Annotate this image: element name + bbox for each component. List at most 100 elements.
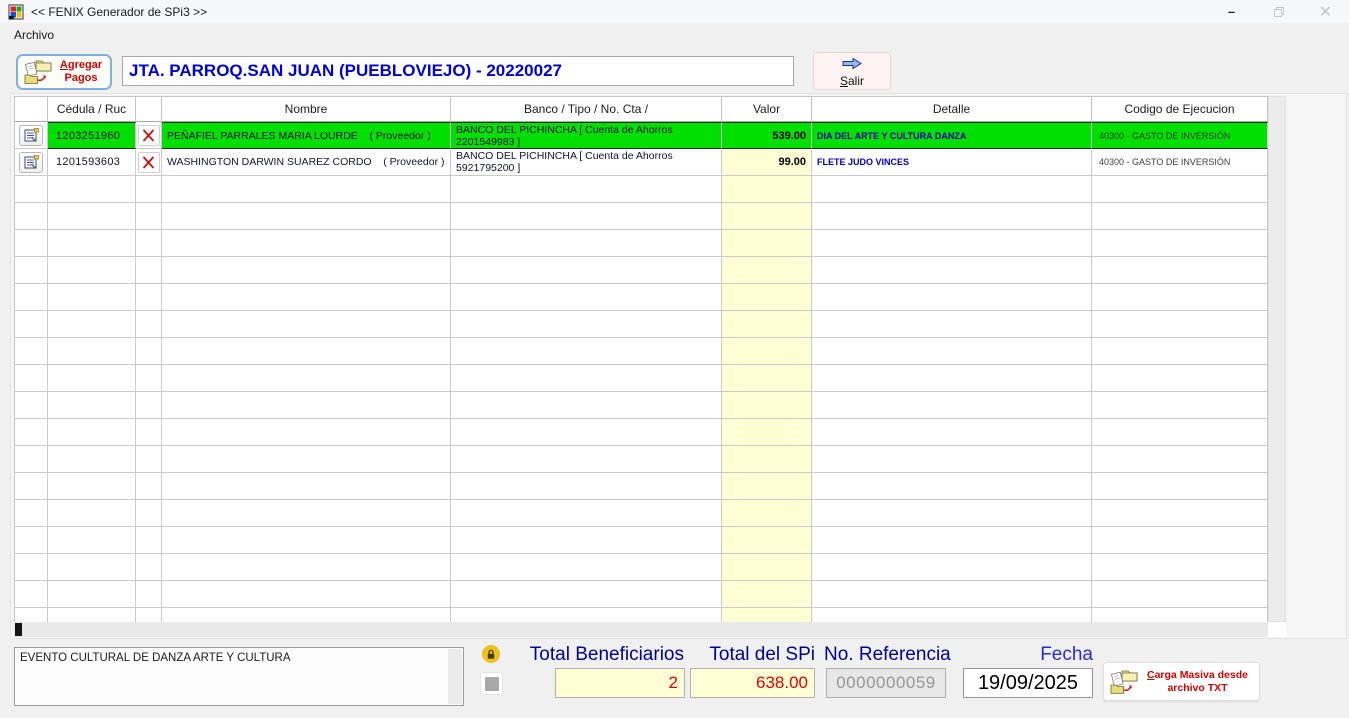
cell-detalle xyxy=(812,284,1092,311)
entity-name-input[interactable] xyxy=(122,56,794,86)
red-x-icon xyxy=(143,156,154,168)
cell-cedula xyxy=(48,284,136,311)
cell-cedula xyxy=(48,446,136,473)
table-row-empty xyxy=(15,284,1268,311)
cell-valor xyxy=(722,500,812,527)
row-edit-button[interactable] xyxy=(19,124,43,146)
row-delete-button[interactable] xyxy=(137,124,160,146)
menu-bar: Archivo xyxy=(0,23,1349,46)
maximize-button[interactable] xyxy=(1255,0,1302,23)
app-icon xyxy=(8,4,24,19)
row-edit-cell xyxy=(15,527,48,554)
cell-codigo xyxy=(1092,392,1268,419)
cell-codigo xyxy=(1092,338,1268,365)
row-delete-cell xyxy=(136,311,162,338)
cell-detalle xyxy=(812,338,1092,365)
cell-detalle xyxy=(812,311,1092,338)
total-beneficiarios-field: 2 xyxy=(555,668,685,698)
cell-cedula xyxy=(48,311,136,338)
table-row-empty xyxy=(15,230,1268,257)
grid-horizontal-scrollbar[interactable] xyxy=(14,622,1268,637)
cell-codigo xyxy=(1092,203,1268,230)
cell-banco xyxy=(451,608,722,623)
cell-nombre xyxy=(162,257,451,284)
cell-banco xyxy=(451,446,722,473)
fecha-label: Fecha xyxy=(1040,644,1093,665)
form-properties-icon xyxy=(24,154,39,168)
cell-detalle xyxy=(812,176,1092,203)
cell-cedula xyxy=(48,257,136,284)
cell-codigo: 40300 - GASTO DE INVERSIÓN xyxy=(1092,149,1268,176)
cell-nombre xyxy=(162,176,451,203)
cell-codigo xyxy=(1092,500,1268,527)
salir-label: Salir xyxy=(839,73,865,88)
cell-detalle xyxy=(812,257,1092,284)
header-delete-col xyxy=(136,97,162,122)
grid-vertical-scrollbar[interactable] xyxy=(1268,96,1286,622)
lock-indicator xyxy=(482,645,500,663)
row-delete-button[interactable] xyxy=(137,151,160,173)
cell-valor xyxy=(722,365,812,392)
row-edit-button[interactable] xyxy=(19,151,43,173)
cell-nombre: PEÑAFIEL PARRALES MARIA LOURDE ( Proveed… xyxy=(162,122,451,149)
cell-codigo xyxy=(1092,365,1268,392)
row-delete-cell xyxy=(136,176,162,203)
row-delete-cell xyxy=(136,608,162,623)
carga-masiva-button[interactable]: Carga Masiva desde archivo TXT xyxy=(1103,662,1260,701)
row-edit-cell xyxy=(15,230,48,257)
cell-detalle xyxy=(812,230,1092,257)
descripcion-textarea[interactable]: EVENTO CULTURAL DE DANZA ARTE Y CULTURA xyxy=(14,647,464,706)
cell-codigo xyxy=(1092,419,1268,446)
row-delete-cell xyxy=(136,392,162,419)
minimize-button[interactable]: – xyxy=(1227,4,1236,19)
cell-nombre: WASHINGTON DARWIN SUAREZ CORDO ( Proveed… xyxy=(162,149,451,176)
row-delete-cell xyxy=(136,581,162,608)
cell-nombre xyxy=(162,338,451,365)
row-delete-cell xyxy=(136,203,162,230)
cell-nombre xyxy=(162,446,451,473)
row-edit-cell xyxy=(15,554,48,581)
total-beneficiarios-label: Total Beneficiarios xyxy=(529,644,684,665)
table-row[interactable]: 1201593603 WASHINGTON DARWIN SUAREZ CORD… xyxy=(15,149,1268,176)
cell-banco xyxy=(451,284,722,311)
cell-banco xyxy=(451,473,722,500)
cell-valor xyxy=(722,311,812,338)
color-swatch-button[interactable] xyxy=(480,672,503,695)
table-row[interactable]: 1203251960 PEÑAFIEL PARRALES MARIA LOURD… xyxy=(15,122,1268,149)
agregar-pagos-label: Agregar Pagos xyxy=(59,59,103,84)
cell-valor xyxy=(722,473,812,500)
cell-codigo xyxy=(1092,581,1268,608)
close-button[interactable]: ✕ xyxy=(1318,3,1333,21)
agregar-pagos-button[interactable]: Agregar Pagos xyxy=(16,54,112,90)
row-edit-cell xyxy=(15,311,48,338)
no-referencia-label: No. Referencia xyxy=(824,644,951,665)
cell-cedula xyxy=(48,608,136,623)
cell-nombre xyxy=(162,581,451,608)
row-edit-cell xyxy=(15,608,48,623)
fecha-field[interactable]: 19/09/2025 xyxy=(963,668,1093,698)
cell-valor xyxy=(722,284,812,311)
menu-archivo[interactable]: Archivo xyxy=(14,28,55,42)
cell-codigo xyxy=(1092,473,1268,500)
cell-nombre xyxy=(162,284,451,311)
cell-nombre xyxy=(162,608,451,623)
row-edit-cell xyxy=(15,122,48,149)
cell-banco xyxy=(451,203,722,230)
table-row-empty xyxy=(15,500,1268,527)
header-valor: Valor xyxy=(722,97,812,122)
descripcion-scrollbar[interactable] xyxy=(448,649,462,704)
row-edit-cell xyxy=(15,500,48,527)
cell-banco xyxy=(451,527,722,554)
cell-cedula: 1201593603 xyxy=(48,149,136,176)
cell-nombre xyxy=(162,500,451,527)
cell-cedula xyxy=(48,419,136,446)
row-edit-cell xyxy=(15,581,48,608)
hscroll-thumb[interactable] xyxy=(15,623,22,636)
salir-button[interactable]: Salir xyxy=(813,52,891,90)
grid-header-row: Cédula / Ruc Nombre Banco / Tipo / No. C… xyxy=(15,97,1268,122)
cell-detalle xyxy=(812,446,1092,473)
cell-cedula xyxy=(48,527,136,554)
form-properties-icon xyxy=(24,127,39,141)
cell-banco xyxy=(451,311,722,338)
cell-codigo xyxy=(1092,176,1268,203)
